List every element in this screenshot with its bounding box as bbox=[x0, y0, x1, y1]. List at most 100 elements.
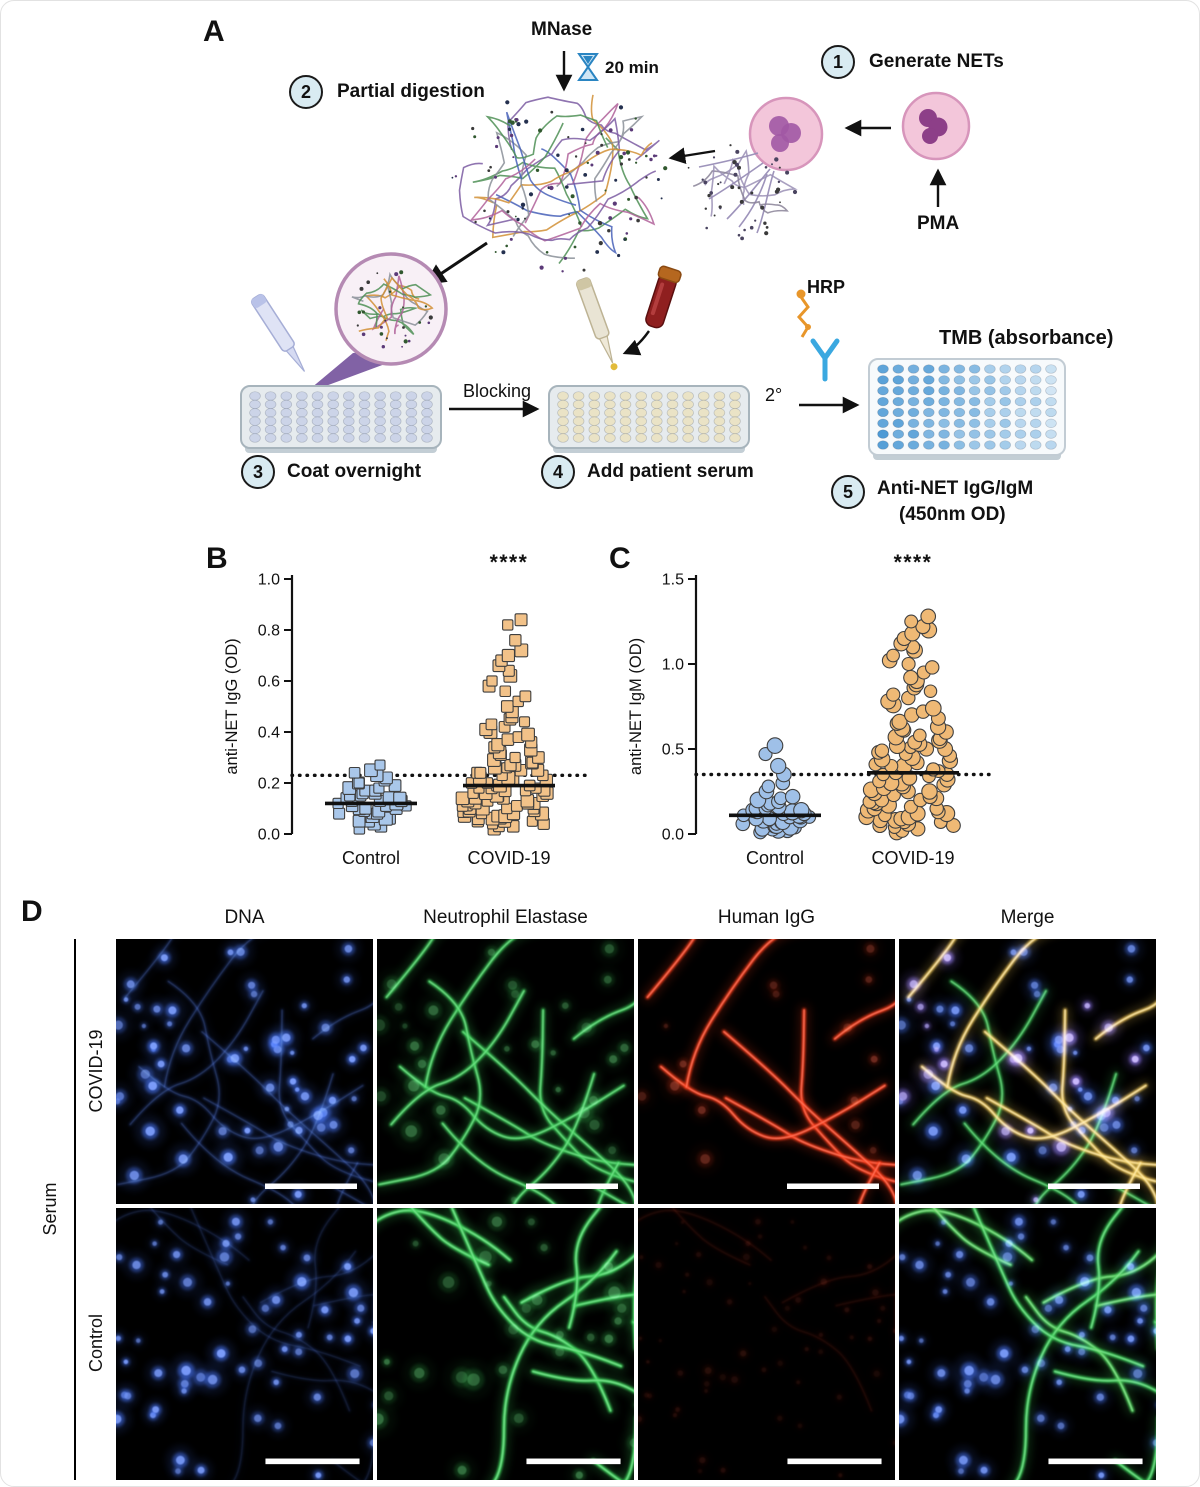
svg-text:COVID-19: COVID-19 bbox=[467, 848, 550, 868]
svg-text:1.0: 1.0 bbox=[258, 572, 280, 589]
panel-d-label: D bbox=[21, 895, 43, 928]
data-points-control bbox=[332, 759, 412, 835]
scale-bar bbox=[1048, 1183, 1140, 1189]
mnase-label: MNase bbox=[531, 19, 593, 40]
incubation-time-label: 20 min bbox=[605, 58, 659, 77]
svg-text:1.0: 1.0 bbox=[662, 657, 684, 674]
svg-text:0.8: 0.8 bbox=[258, 623, 280, 640]
nuclei-layer bbox=[638, 1216, 895, 1479]
svg-text:0.5: 0.5 bbox=[662, 742, 684, 759]
step-2-label: Partial digestion bbox=[337, 81, 485, 102]
scale-bar bbox=[526, 1183, 618, 1189]
hrp-antibody-icon bbox=[796, 289, 840, 382]
resting-neutrophil-icon bbox=[901, 91, 971, 161]
svg-text:0.4: 0.4 bbox=[258, 725, 280, 742]
step-2-badge: 2 bbox=[289, 75, 323, 109]
row-label-control: Control bbox=[86, 1313, 106, 1373]
micrograph-control-igg bbox=[638, 1208, 895, 1480]
scale-bar bbox=[1048, 1458, 1143, 1465]
arrow-icons bbox=[424, 51, 947, 418]
elisa-plate-serum bbox=[548, 385, 750, 453]
elisa-workflow-diagram bbox=[240, 51, 1066, 460]
blocking-label: Blocking bbox=[463, 381, 532, 401]
serum-pipette-icon bbox=[575, 277, 618, 371]
pipette-icon bbox=[250, 293, 306, 372]
strand-layer bbox=[377, 939, 634, 1204]
elisa-plate-coated bbox=[240, 385, 442, 453]
hourglass-icon bbox=[577, 53, 599, 81]
scale-bar bbox=[265, 1183, 357, 1189]
micrograph-covid19-igg bbox=[638, 939, 895, 1204]
data-points-covid-19 bbox=[858, 608, 961, 841]
strand-layer bbox=[642, 939, 895, 1204]
hrp-label: HRP bbox=[807, 277, 846, 297]
column-header-igg: Human IgG bbox=[717, 907, 816, 928]
row-group-label-serum: Serum bbox=[40, 1182, 60, 1236]
svg-text:****: **** bbox=[490, 551, 529, 574]
step-2-number: 2 bbox=[300, 81, 311, 102]
nuclei-layer bbox=[899, 945, 1147, 1204]
strand-layer bbox=[638, 1208, 895, 1413]
svg-text:anti-NET IgM (OD): anti-NET IgM (OD) bbox=[627, 638, 645, 775]
nuclei-layer bbox=[377, 940, 634, 1204]
micrograph-control-merge bbox=[899, 1208, 1156, 1480]
column-header-merge: Merge bbox=[1000, 907, 1055, 928]
svg-text:anti-NET IgG (OD): anti-NET IgG (OD) bbox=[223, 638, 241, 774]
micrograph-control-dna bbox=[116, 1208, 373, 1480]
svg-text:0.0: 0.0 bbox=[258, 827, 280, 844]
step-3-number: 3 bbox=[252, 461, 263, 482]
svg-text:Control: Control bbox=[342, 848, 400, 868]
svg-text:0.0: 0.0 bbox=[662, 827, 684, 844]
panel-c-label: C bbox=[609, 542, 631, 575]
step-4-badge: 4 bbox=[541, 455, 575, 489]
step-4-number: 4 bbox=[552, 461, 563, 482]
step-5-label: Anti-NET IgG/IgM bbox=[877, 478, 1034, 499]
svg-text:1.5: 1.5 bbox=[662, 572, 684, 589]
svg-text:****: **** bbox=[894, 551, 933, 574]
anti-net-igm-chart: 0.0 0.5 1.0 1.5 anti-NET IgM (OD) Control COVI… bbox=[627, 551, 995, 868]
micrograph-covid19-merge bbox=[899, 939, 1156, 1204]
scale-bar bbox=[526, 1458, 621, 1465]
scale-bar bbox=[265, 1458, 360, 1465]
step-5-number: 5 bbox=[842, 481, 853, 502]
elisa-plate-tmb bbox=[868, 358, 1066, 460]
step-5-label-line2: (450nm OD) bbox=[899, 504, 1006, 525]
strand-layer bbox=[116, 939, 373, 1204]
micrograph-covid19-elastase bbox=[377, 939, 634, 1204]
step-5-badge: 5 bbox=[831, 475, 865, 509]
step-3-label: Coat overnight bbox=[287, 461, 422, 482]
data-points-control bbox=[735, 737, 817, 840]
step-4-label: Add patient serum bbox=[587, 461, 754, 482]
tmb-label: TMB (absorbance) bbox=[939, 327, 1114, 349]
pma-label: PMA bbox=[917, 213, 960, 234]
nuclei-layer bbox=[116, 1208, 373, 1480]
svg-text:Control: Control bbox=[746, 848, 804, 868]
nuclei-layer bbox=[377, 1208, 634, 1480]
step-1-number: 1 bbox=[832, 51, 843, 72]
strand-layer bbox=[899, 1208, 1156, 1413]
micrograph-grid bbox=[116, 939, 1156, 1480]
nuclei-layer bbox=[116, 939, 373, 1204]
micrograph-control-elastase bbox=[377, 1208, 634, 1480]
anti-net-igg-chart: 0.0 0.2 0.4 0.6 0.8 1.0 anti-NET IgG (OD) Contr… bbox=[223, 551, 591, 868]
panel-b-label: B bbox=[206, 542, 228, 575]
svg-text:COVID-19: COVID-19 bbox=[871, 848, 954, 868]
step-1-badge: 1 bbox=[821, 45, 855, 79]
secondary-antibody-label: 2° bbox=[765, 385, 783, 405]
nuclei-layer bbox=[638, 941, 886, 1168]
data-points-covid-19 bbox=[455, 613, 554, 836]
micrograph-covid19-dna bbox=[116, 939, 373, 1204]
step-1-label: Generate NETs bbox=[869, 51, 1004, 72]
step-3-badge: 3 bbox=[241, 455, 275, 489]
row-label-covid19: COVID-19 bbox=[86, 1029, 106, 1113]
netosing-neutrophil-icon bbox=[687, 96, 824, 241]
svg-text:0.2: 0.2 bbox=[258, 776, 280, 793]
scale-bar bbox=[787, 1458, 882, 1465]
serum-group-bracket bbox=[74, 939, 76, 1480]
scale-bar bbox=[787, 1183, 879, 1189]
panel-a-label: A bbox=[203, 15, 225, 48]
digested-net-fragments-illustration bbox=[451, 94, 668, 273]
svg-text:0.6: 0.6 bbox=[258, 674, 280, 691]
column-header-dna: DNA bbox=[224, 907, 265, 928]
